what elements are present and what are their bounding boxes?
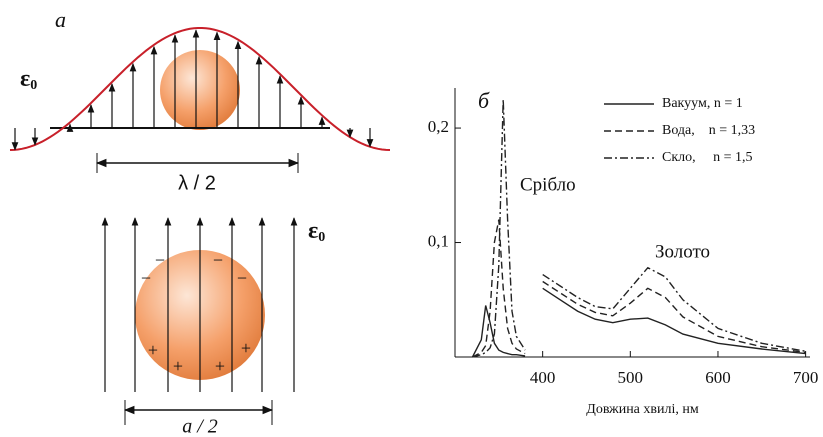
x-axis-label: Довжина хвилі, нм bbox=[586, 402, 699, 417]
field-label: ε0 bbox=[20, 66, 37, 94]
diagram: а ε0 ε0 λ / 2 a / 2 − − − − + + + + bbox=[9, 7, 391, 437]
charge-minus: − bbox=[237, 268, 247, 288]
y-tick-label: 0,2 bbox=[428, 117, 449, 136]
wavelength-label: λ / 2 bbox=[178, 172, 216, 194]
size-label: a / 2 bbox=[182, 416, 218, 437]
field-subscript: 0 bbox=[30, 78, 37, 93]
field-subscript: 0 bbox=[318, 230, 325, 245]
x-tick-label: 700 bbox=[793, 368, 819, 387]
legend-label: Вакуум, n = 1 bbox=[662, 96, 743, 111]
charge-minus: − bbox=[213, 250, 223, 270]
series-line bbox=[472, 99, 806, 358]
x-tick-label: 600 bbox=[705, 368, 731, 387]
particle bbox=[160, 50, 240, 130]
charge-plus: + bbox=[148, 340, 158, 360]
field-label: ε0 bbox=[308, 218, 325, 246]
charge-plus: + bbox=[215, 356, 225, 376]
annotation: Золото bbox=[655, 241, 710, 262]
y-tick-label: 0,1 bbox=[428, 231, 449, 250]
annotation: Срібло bbox=[520, 174, 576, 195]
field-symbol: ε bbox=[20, 66, 30, 92]
charge-plus: + bbox=[241, 338, 251, 358]
legend-label: Скло, n = 1,5 bbox=[662, 150, 753, 165]
panel-label: а bbox=[55, 7, 66, 32]
x-tick-label: 500 bbox=[618, 368, 644, 387]
legend-label: Вода, n = 1,33 bbox=[662, 123, 755, 138]
chart: 0,1 0,2 400 500 600 700 Довжина хвилі, нм б Сріб… bbox=[428, 88, 819, 417]
panel-label: б bbox=[478, 88, 490, 113]
wave bbox=[9, 27, 391, 151]
x-tick-label: 400 bbox=[530, 368, 556, 387]
charge-minus: − bbox=[155, 250, 165, 270]
series-line bbox=[471, 287, 806, 358]
field-symbol: ε bbox=[308, 218, 318, 244]
charge-plus: + bbox=[173, 356, 183, 376]
charge-minus: − bbox=[141, 268, 151, 288]
series-line bbox=[472, 219, 806, 358]
